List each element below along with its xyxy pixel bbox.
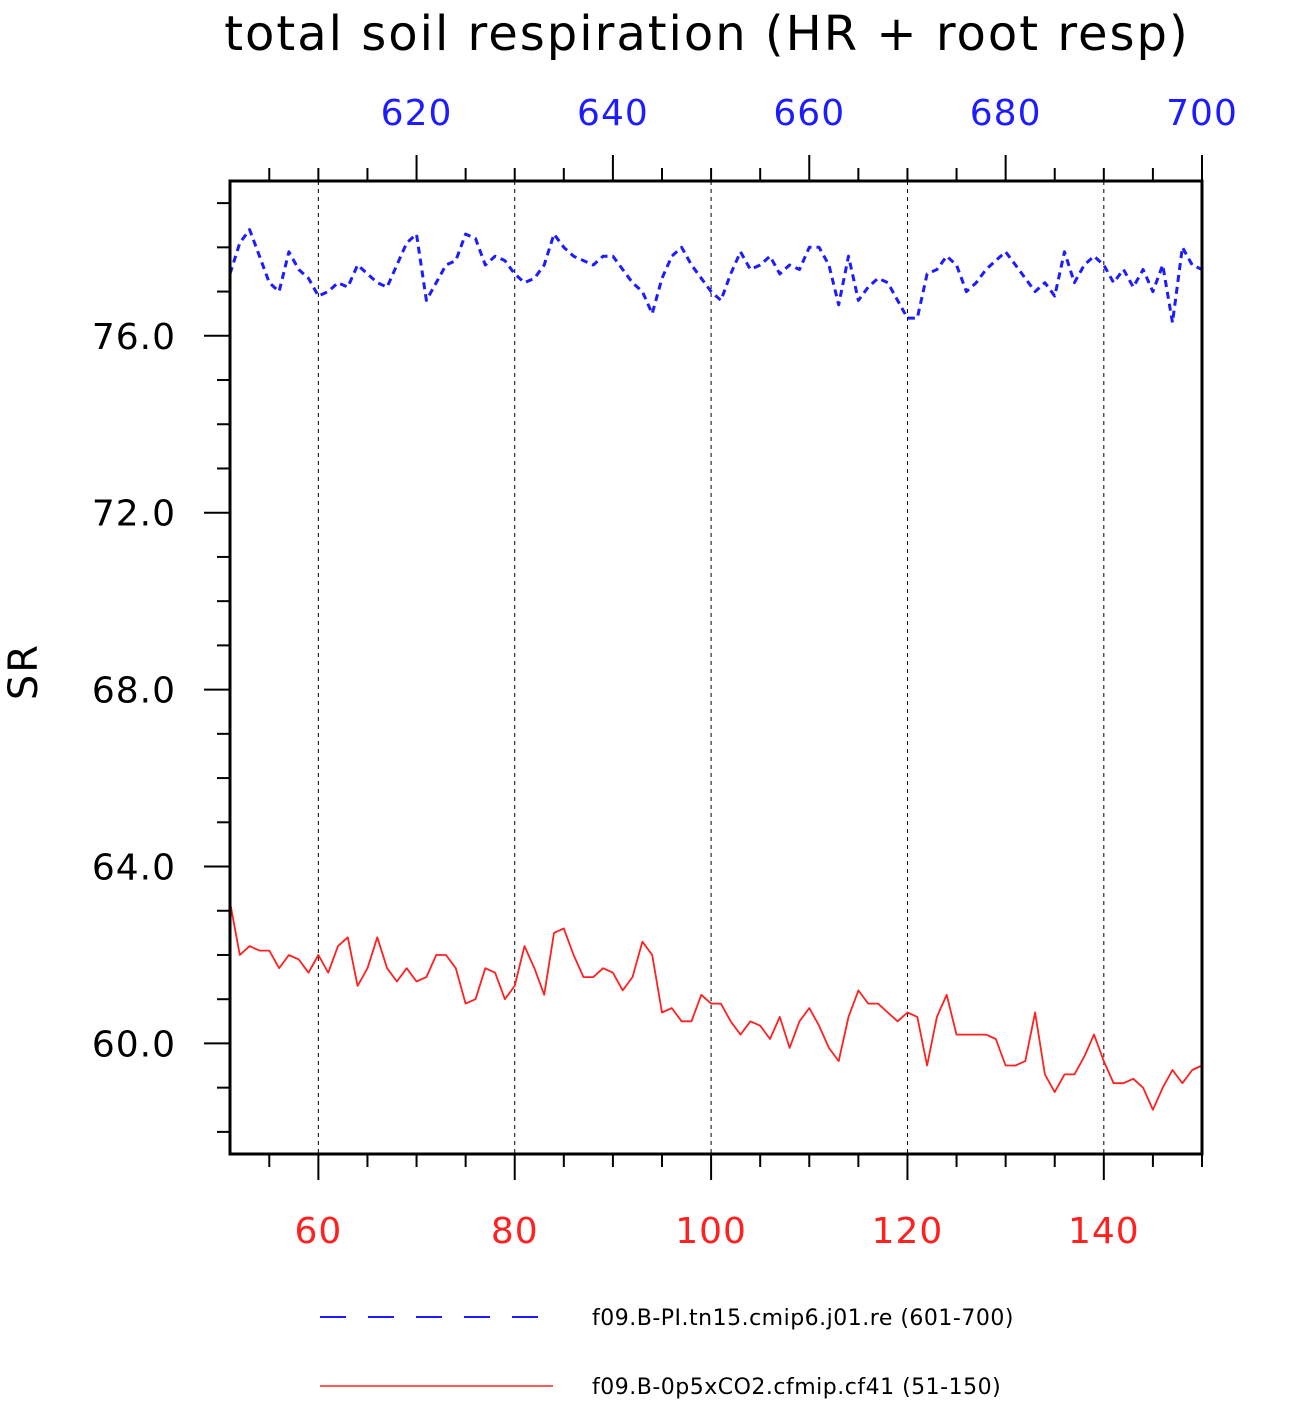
x-bottom-tick-label: 80 <box>491 1211 539 1252</box>
y-tick-label: 64.0 <box>92 848 176 889</box>
x-bottom-tick-label: 140 <box>1068 1211 1140 1252</box>
axis-ticks <box>204 155 1203 1180</box>
x-bottom-tick-label: 120 <box>872 1211 944 1252</box>
series-line-blue-dashed <box>228 228 1203 324</box>
tick-labels: 60.0 64.0 68.0 72.0 76.0 60 80 100 120 140 620 640 6… <box>92 93 1238 1252</box>
legend-label: f09.B-0p5xCO2.cfmip.cf41 (51-150) <box>592 1375 1001 1400</box>
legend: f09.B-PI.tn15.cmip6.j01.re (601-700) f09.… <box>320 1306 1014 1400</box>
x-top-tick-label: 680 <box>970 93 1042 134</box>
series-layer <box>228 228 1203 1111</box>
x-top-tick-label: 620 <box>381 93 453 134</box>
plot-frame <box>228 179 1204 1156</box>
series-line-red-solid <box>229 901 1203 1111</box>
y-tick-label: 72.0 <box>92 494 176 535</box>
chart-title: total soil respiration (HR + root resp) <box>224 6 1190 62</box>
x-top-tick-label: 700 <box>1166 93 1238 134</box>
y-tick-label: 60.0 <box>92 1024 176 1065</box>
x-top-tick-label: 640 <box>577 93 649 134</box>
x-top-tick-label: 660 <box>773 93 845 134</box>
grid-lines <box>317 181 1105 1154</box>
y-axis-label: SR <box>1 643 47 700</box>
y-tick-label: 76.0 <box>92 317 176 358</box>
x-bottom-tick-label: 60 <box>294 1211 342 1252</box>
y-tick-label: 68.0 <box>92 671 176 712</box>
x-bottom-tick-label: 100 <box>675 1211 747 1252</box>
legend-label: f09.B-PI.tn15.cmip6.j01.re (601-700) <box>592 1306 1014 1331</box>
